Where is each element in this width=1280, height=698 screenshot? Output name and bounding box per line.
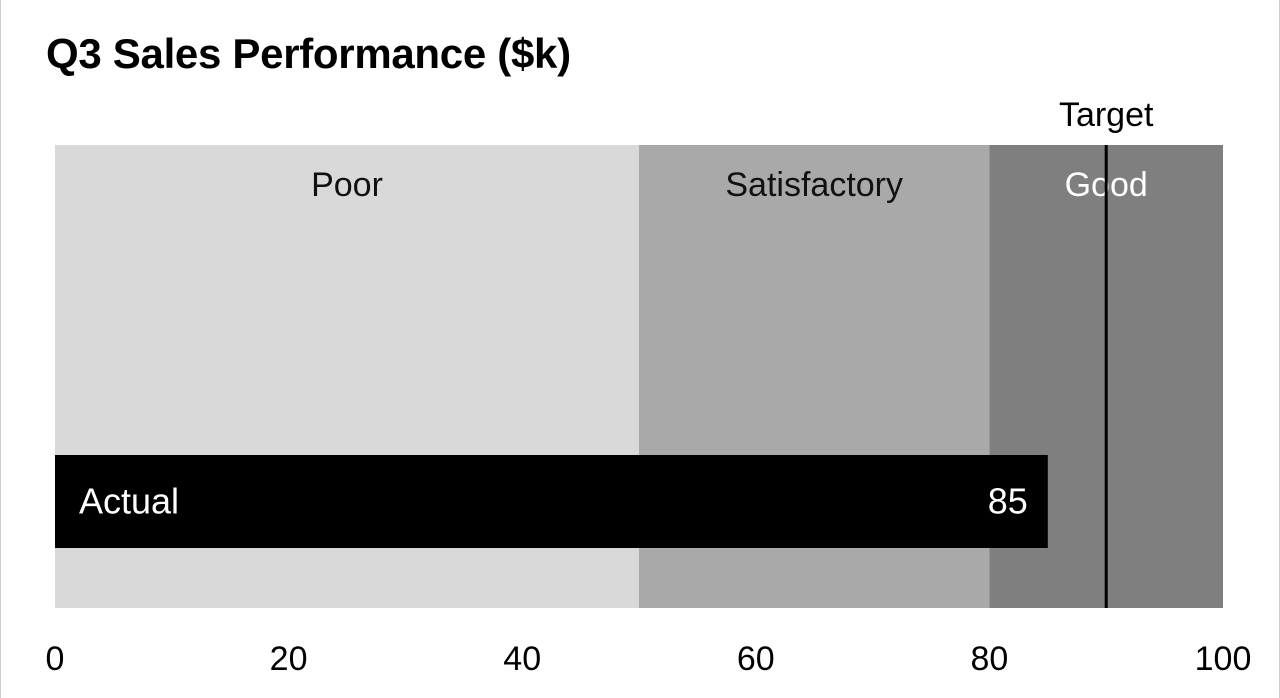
chart-title: Q3 Sales Performance ($k): [46, 30, 571, 77]
x-tick-label-60: 60: [737, 640, 775, 678]
actual-bar-label: Actual: [79, 481, 179, 522]
x-tick-label-0: 0: [46, 640, 65, 678]
actual-value-label: 85: [988, 481, 1028, 522]
actual-bar: [55, 455, 1048, 548]
target-marker-group: Target: [1059, 96, 1154, 608]
x-tick-label-80: 80: [970, 640, 1008, 678]
x-axis-tick-labels: 0 20 40 60 80 100: [46, 640, 1252, 678]
actual-bar-group: Actual 85: [55, 455, 1048, 548]
x-tick-label-20: 20: [270, 640, 308, 678]
x-tick-label-100: 100: [1195, 640, 1252, 678]
range-label-satisfactory: Satisfactory: [725, 166, 903, 204]
range-label-poor: Poor: [311, 166, 383, 204]
target-label: Target: [1059, 96, 1154, 134]
x-tick-label-40: 40: [503, 640, 541, 678]
